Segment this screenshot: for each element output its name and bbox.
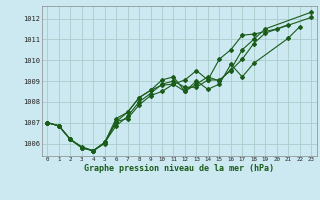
X-axis label: Graphe pression niveau de la mer (hPa): Graphe pression niveau de la mer (hPa) — [84, 164, 274, 173]
